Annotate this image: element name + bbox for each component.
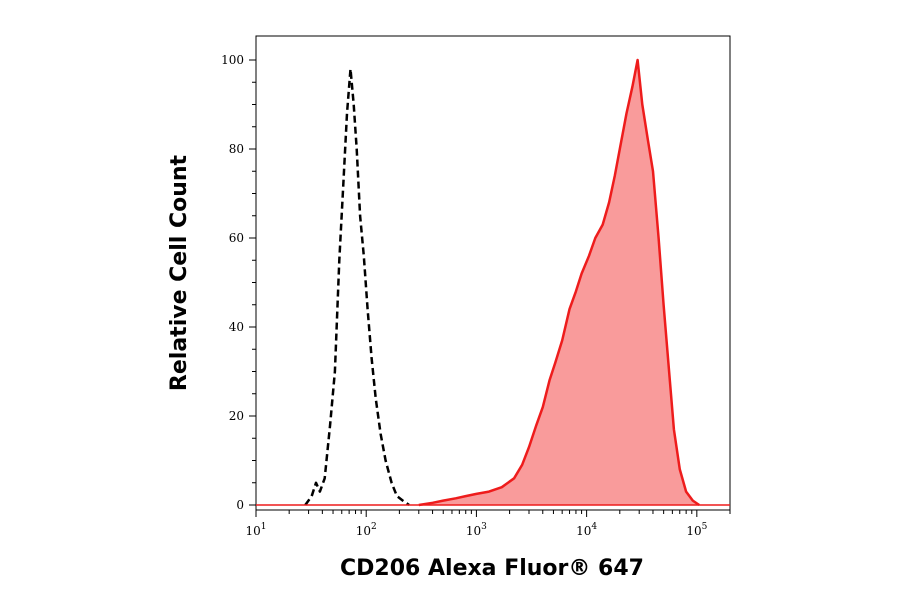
plot-frame bbox=[255, 35, 731, 511]
x-tick-base: 10 bbox=[686, 524, 701, 538]
series-layer bbox=[256, 58, 730, 507]
x-tick-base: 10 bbox=[245, 524, 260, 538]
x-tick-label: 105 bbox=[686, 522, 707, 538]
x-tick-exponent: 5 bbox=[702, 522, 708, 532]
y-axis-title: Relative Cell Count bbox=[167, 154, 192, 391]
y-tick-label: 60 bbox=[229, 231, 244, 245]
y-tick-label: 40 bbox=[229, 320, 244, 334]
y-tick-label: 80 bbox=[229, 142, 244, 156]
x-tick-label: 101 bbox=[245, 522, 266, 538]
x-tick-exponent: 3 bbox=[481, 522, 487, 532]
y-tick-label: 20 bbox=[229, 409, 244, 423]
series-1-area bbox=[418, 60, 700, 505]
y-axis: 0 20 40 60 80 100 bbox=[221, 53, 256, 512]
x-axis: 101 102 103 104 105 bbox=[245, 510, 731, 538]
x-axis-title: CD206 Alexa Fluor® 647 bbox=[340, 556, 644, 581]
y-tick-label: 0 bbox=[236, 498, 244, 512]
x-tick-label: 103 bbox=[466, 522, 487, 538]
y-tick-label: 100 bbox=[221, 53, 244, 67]
x-tick-label: 104 bbox=[576, 522, 597, 538]
x-tick-label: 102 bbox=[356, 522, 377, 538]
x-tick-base: 10 bbox=[466, 524, 481, 538]
x-tick-base: 10 bbox=[356, 524, 371, 538]
series-1-line bbox=[418, 58, 700, 507]
series-0-line bbox=[304, 67, 410, 507]
x-tick-base: 10 bbox=[576, 524, 591, 538]
x-tick-exponent: 4 bbox=[591, 522, 597, 532]
x-tick-exponent: 1 bbox=[261, 522, 267, 532]
x-tick-exponent: 2 bbox=[371, 522, 377, 532]
